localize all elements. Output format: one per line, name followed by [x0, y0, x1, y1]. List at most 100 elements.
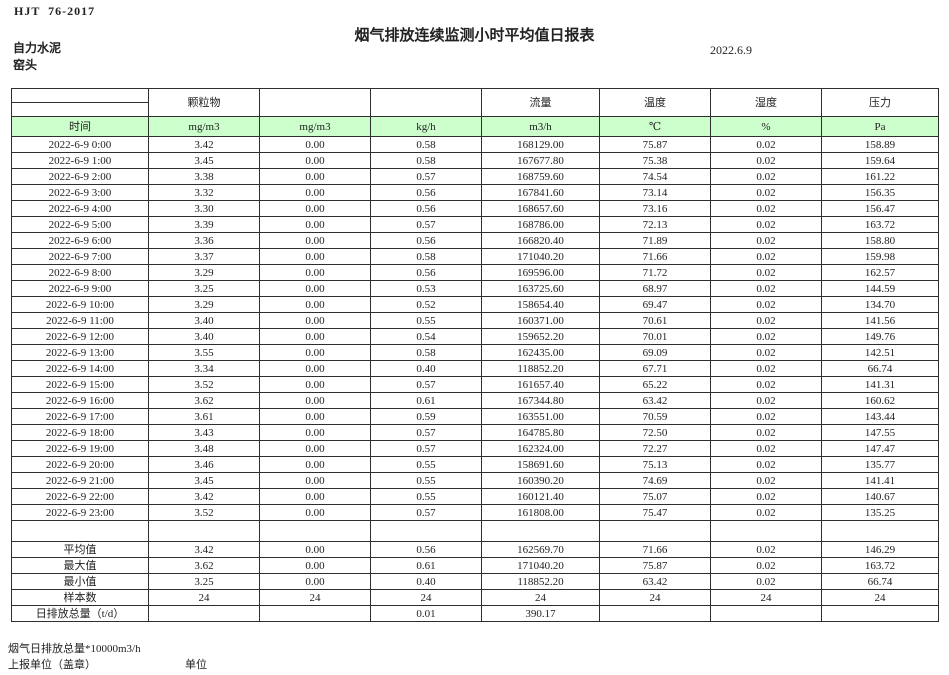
value-cell: 0.00 [259, 280, 371, 297]
value-cell: 0.02 [710, 296, 822, 313]
value-cell: 0.02 [710, 376, 822, 393]
value-cell: 3.29 [148, 264, 260, 281]
value-cell: 168786.00 [481, 216, 600, 233]
value-cell: 0.00 [259, 328, 371, 345]
value-cell: 73.16 [599, 200, 711, 217]
value-cell: 72.27 [599, 440, 711, 457]
value-cell: 0.02 [710, 248, 822, 265]
value-cell: 3.62 [148, 392, 260, 409]
value-cell: 0.40 [370, 573, 482, 590]
value-cell: 3.38 [148, 168, 260, 185]
hour-rows: 2022-6-9 0:00 3.42 0.00 0.58 168129.00 75.87 0… [11, 136, 939, 521]
value-cell: 159652.20 [481, 328, 600, 345]
table-row: 2022-6-9 20:00 3.46 0.00 0.55 158691.60 75.13… [11, 456, 939, 473]
table-row: 2022-6-9 10:00 3.29 0.00 0.52 158654.40 69.47… [11, 296, 939, 313]
station-name: 窑头 [13, 58, 38, 72]
value-cell: 3.45 [148, 152, 260, 169]
spacer-cell [481, 520, 600, 542]
value-cell: 0.02 [710, 472, 822, 489]
time-cell: 2022-6-9 6:00 [11, 232, 149, 249]
value-cell: 66.74 [821, 573, 939, 590]
value-cell: 161657.40 [481, 376, 600, 393]
report-date: 2022.6.9 [710, 43, 752, 57]
value-cell: 0.00 [259, 168, 371, 185]
spacer-cell [821, 520, 939, 542]
value-cell: 160390.20 [481, 472, 600, 489]
spacer-cell [370, 520, 482, 542]
time-cell: 2022-6-9 0:00 [11, 136, 149, 153]
spacer-cell [259, 520, 371, 542]
spacer-cell [599, 520, 711, 542]
value-cell: 70.61 [599, 312, 711, 329]
footnote-unit: 单位 [185, 659, 207, 671]
units-mg-m3-2: mg/m3 [259, 116, 371, 137]
value-cell: 0.00 [259, 296, 371, 313]
summary-rows: 平均值 3.42 0.00 0.56 162569.70 71.66 0.02 146.29 最… [11, 541, 939, 622]
value-cell: 3.42 [148, 488, 260, 505]
value-cell: 63.42 [599, 573, 711, 590]
table-row: 2022-6-9 0:00 3.42 0.00 0.58 168129.00 75.87 0… [11, 136, 939, 153]
table-row: 2022-6-9 18:00 3.43 0.00 0.57 164785.80 72.50… [11, 424, 939, 441]
value-cell: 75.38 [599, 152, 711, 169]
value-cell: 159.98 [821, 248, 939, 265]
value-cell: 69.09 [599, 344, 711, 361]
time-cell: 2022-6-9 3:00 [11, 184, 149, 201]
value-cell: 0.02 [710, 440, 822, 457]
value-cell: 24 [370, 589, 482, 606]
value-cell: 0.00 [259, 216, 371, 233]
value-cell: 161.22 [821, 168, 939, 185]
table-row: 2022-6-9 5:00 3.39 0.00 0.57 168786.00 72.13 0… [11, 216, 939, 233]
value-cell: 140.67 [821, 488, 939, 505]
value-cell: 0.02 [710, 168, 822, 185]
value-cell: 0.56 [370, 232, 482, 249]
value-cell: 3.52 [148, 504, 260, 521]
time-cell: 2022-6-9 22:00 [11, 488, 149, 505]
value-cell: 71.89 [599, 232, 711, 249]
header-group-row: 颗粒物 流量 温度 湿度 压力 [11, 88, 939, 117]
value-cell: 3.42 [148, 541, 260, 558]
value-cell: 160371.00 [481, 312, 600, 329]
value-cell [259, 605, 371, 622]
value-cell: 0.57 [370, 440, 482, 457]
time-cell: 2022-6-9 12:00 [11, 328, 149, 345]
units-celsius: ℃ [599, 116, 711, 137]
value-cell: 0.56 [370, 264, 482, 281]
value-cell: 147.47 [821, 440, 939, 457]
value-cell: 0.00 [259, 504, 371, 521]
value-cell: 142.51 [821, 344, 939, 361]
value-cell: 0.59 [370, 408, 482, 425]
value-cell: 0.02 [710, 184, 822, 201]
value-cell: 3.46 [148, 456, 260, 473]
value-cell: 0.00 [259, 312, 371, 329]
time-cell: 2022-6-9 9:00 [11, 280, 149, 297]
value-cell: 0.01 [370, 605, 482, 622]
value-cell: 74.69 [599, 472, 711, 489]
value-cell: 0.00 [259, 152, 371, 169]
value-cell: 71.66 [599, 541, 711, 558]
value-cell: 171040.20 [481, 248, 600, 265]
value-cell: 159.64 [821, 152, 939, 169]
value-cell: 171040.20 [481, 557, 600, 574]
value-cell: 24 [481, 589, 600, 606]
table-row: 2022-6-9 6:00 3.36 0.00 0.56 166820.40 71.89 0… [11, 232, 939, 249]
footnote-daily-total: 烟气日排放总量*10000m3/h [8, 643, 141, 655]
value-cell: 24 [148, 589, 260, 606]
value-cell: 164785.80 [481, 424, 600, 441]
value-cell: 168129.00 [481, 136, 600, 153]
value-cell: 3.45 [148, 472, 260, 489]
value-cell: 147.55 [821, 424, 939, 441]
value-cell: 75.47 [599, 504, 711, 521]
value-cell: 0.57 [370, 424, 482, 441]
header-group-blank-2 [370, 88, 482, 117]
header-group-particulate: 颗粒物 [148, 88, 260, 117]
value-cell: 0.02 [710, 557, 822, 574]
value-cell: 71.72 [599, 264, 711, 281]
table-row: 2022-6-9 11:00 3.40 0.00 0.55 160371.00 70.61… [11, 312, 939, 329]
value-cell: 3.39 [148, 216, 260, 233]
value-cell: 0.58 [370, 136, 482, 153]
value-cell: 0.58 [370, 248, 482, 265]
value-cell: 156.35 [821, 184, 939, 201]
spacer-cell [710, 520, 822, 542]
table-row: 2022-6-9 4:00 3.30 0.00 0.56 168657.60 73.16 0… [11, 200, 939, 217]
